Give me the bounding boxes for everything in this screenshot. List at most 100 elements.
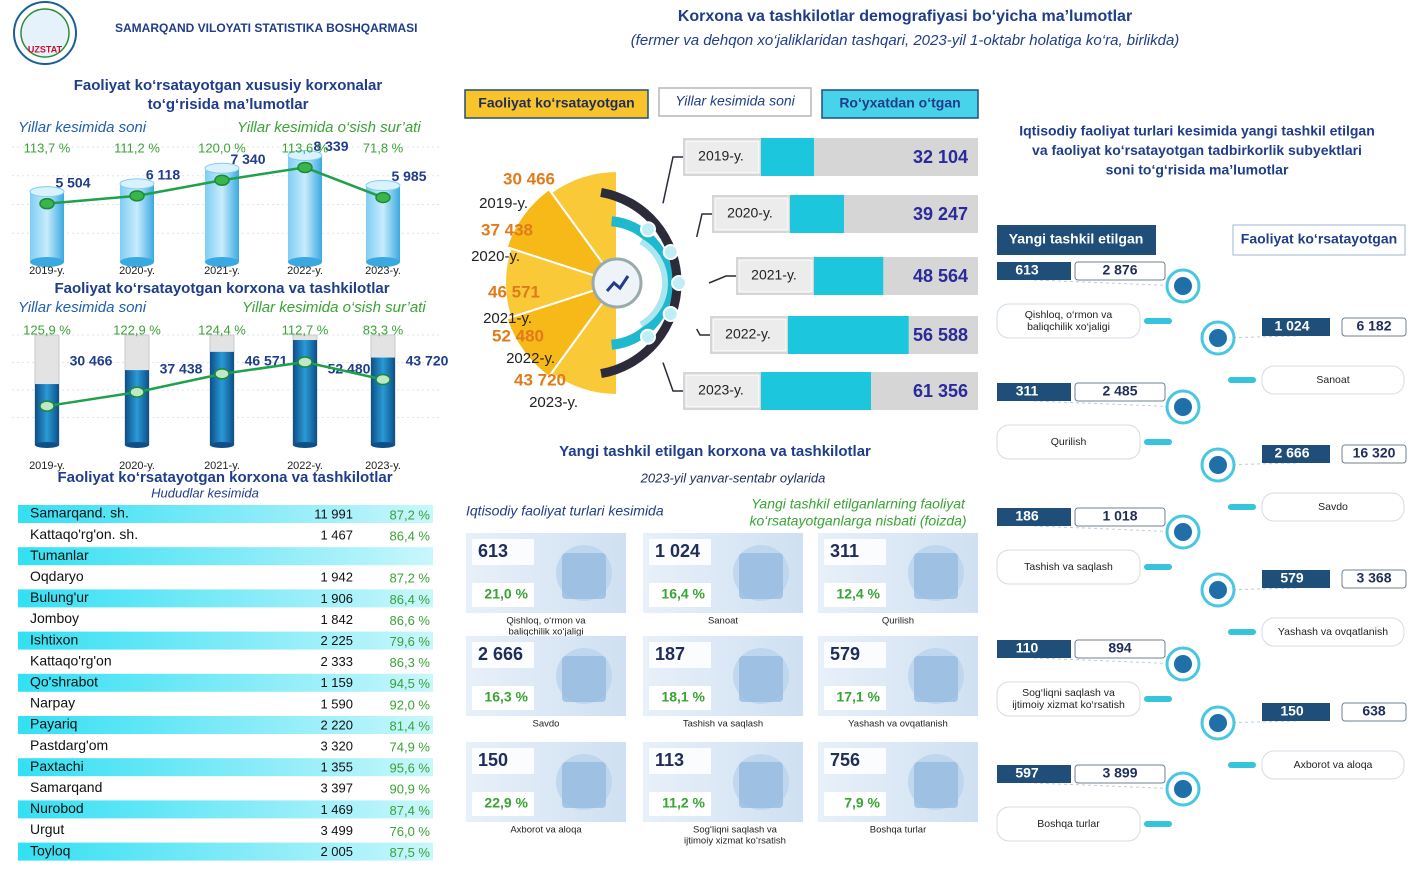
card-value: 150 [478,750,508,770]
growth-label: 83,3 % [363,322,404,337]
active-label: 30 466 [503,169,555,188]
region-share: 94,5 % [390,676,431,691]
region-name: Samarqand [30,779,102,795]
region-name: Nurobod [30,800,84,816]
region-share: 87,2 % [390,507,431,522]
year-label: 2021-y. [751,267,797,283]
trend-point [297,161,313,174]
new-box [1262,703,1330,721]
card-label: baliqchilik xo‘jaligi [509,627,584,638]
active-value: 2 485 [1102,383,1137,399]
value-box [824,539,886,565]
growth-label: 112,7 % [282,322,329,337]
sector-label: Qishloq, o‘rmon va [1025,309,1113,321]
registered-label: 61 356 [913,381,968,401]
card-value: 1 024 [655,541,700,561]
share-box [472,583,534,607]
label-pill [1144,696,1172,702]
cylinder-top [287,149,323,161]
card-art [739,762,783,808]
new-value: 1 024 [1274,318,1309,334]
active-box [1074,639,1166,659]
row-band [18,716,433,734]
icon [1174,655,1192,673]
new-box [997,640,1071,658]
legend-label: Faoliyat ko‘rsatayotgan [1241,231,1397,247]
label-pill [1144,318,1172,324]
card-art [914,656,958,702]
share-box [649,583,711,607]
year-label: 2021-y. [204,460,240,472]
section-label: ko‘rsatayotganlarga nisbati (foizda) [749,513,966,529]
year-label: 2019-y. [479,195,528,212]
label-pill [1144,439,1172,445]
section-title: Faoliyat ko‘rsatayotgan korxona va tashk… [57,469,392,486]
region-count: 1 159 [320,675,353,690]
cylinder-base [30,257,64,267]
region-count: 3 397 [320,781,353,796]
region-share: 87,5 % [390,845,431,860]
connector-dot [640,328,656,345]
region-name: Narpay [30,695,75,711]
icon [1209,329,1227,347]
legend-box [658,87,812,117]
section-title: to‘g‘risida ma’lumotlar [148,96,309,113]
value-label: 43 720 [406,353,449,369]
row-band [18,842,433,861]
active-box [1074,507,1166,527]
trend-point [214,368,230,380]
registered-label: 39 247 [913,204,968,224]
connector [708,275,736,284]
label-box [996,424,1141,460]
card-art [739,656,783,702]
active-box [1074,261,1166,281]
label-box [996,303,1141,339]
sector-label: Sog‘liqni saqlash va [1022,687,1115,699]
active-box [1074,382,1166,402]
region-share: 76,0 % [390,824,431,839]
logo: UZSTAT [13,1,77,65]
region-name: Pastdarg'om [30,737,108,753]
card-share: 18,1 % [661,689,705,705]
region-name: Bulung'ur [30,589,89,605]
registered-label: 32 104 [913,147,968,167]
card-art [562,656,606,702]
year-label: 2022-y. [287,265,323,277]
year-label: 2022-y. [725,326,771,342]
cylinder-base [288,257,322,267]
cylinder-top [119,178,155,190]
share-box [472,686,534,710]
card-art [914,553,958,599]
region-share: 86,6 % [390,613,431,628]
region-share: 79,6 % [390,634,431,649]
year-label: 2020-y. [119,265,155,277]
logo-text: UZSTAT [28,44,63,54]
region-share: 86,4 % [390,529,431,544]
region-count: 2 005 [320,844,353,859]
connector [1033,657,1184,665]
new-value: 613 [1015,262,1039,278]
cylinder-base [35,442,59,448]
new-value: 150 [1280,703,1304,719]
icon [1209,581,1227,599]
region-share: 81,4 % [390,718,431,733]
region-name: Oqdaryo [30,568,84,584]
region-count: 1 590 [320,696,353,711]
icon [1174,277,1192,295]
card-share: 16,3 % [484,689,528,705]
card-value: 579 [830,644,860,664]
year-box [685,374,760,408]
active-box [1341,702,1407,722]
active-bar [790,195,844,233]
value-label: 52 480 [328,361,371,377]
axis-label: Yillar kesimida soni [18,119,147,136]
region-share: 74,9 % [390,740,431,755]
region-name: Kattaqo'rg'on [30,652,112,668]
value-box [649,642,711,668]
trend-point [297,356,313,368]
region-count: 11 991 [314,506,353,521]
new-value: 186 [1015,508,1039,524]
legend-label: Ro‘yxatdan o‘tgan [839,95,960,111]
year-box [714,197,789,231]
sector-label: ijtimoiy xizmat ko‘rsatish [1012,699,1125,711]
